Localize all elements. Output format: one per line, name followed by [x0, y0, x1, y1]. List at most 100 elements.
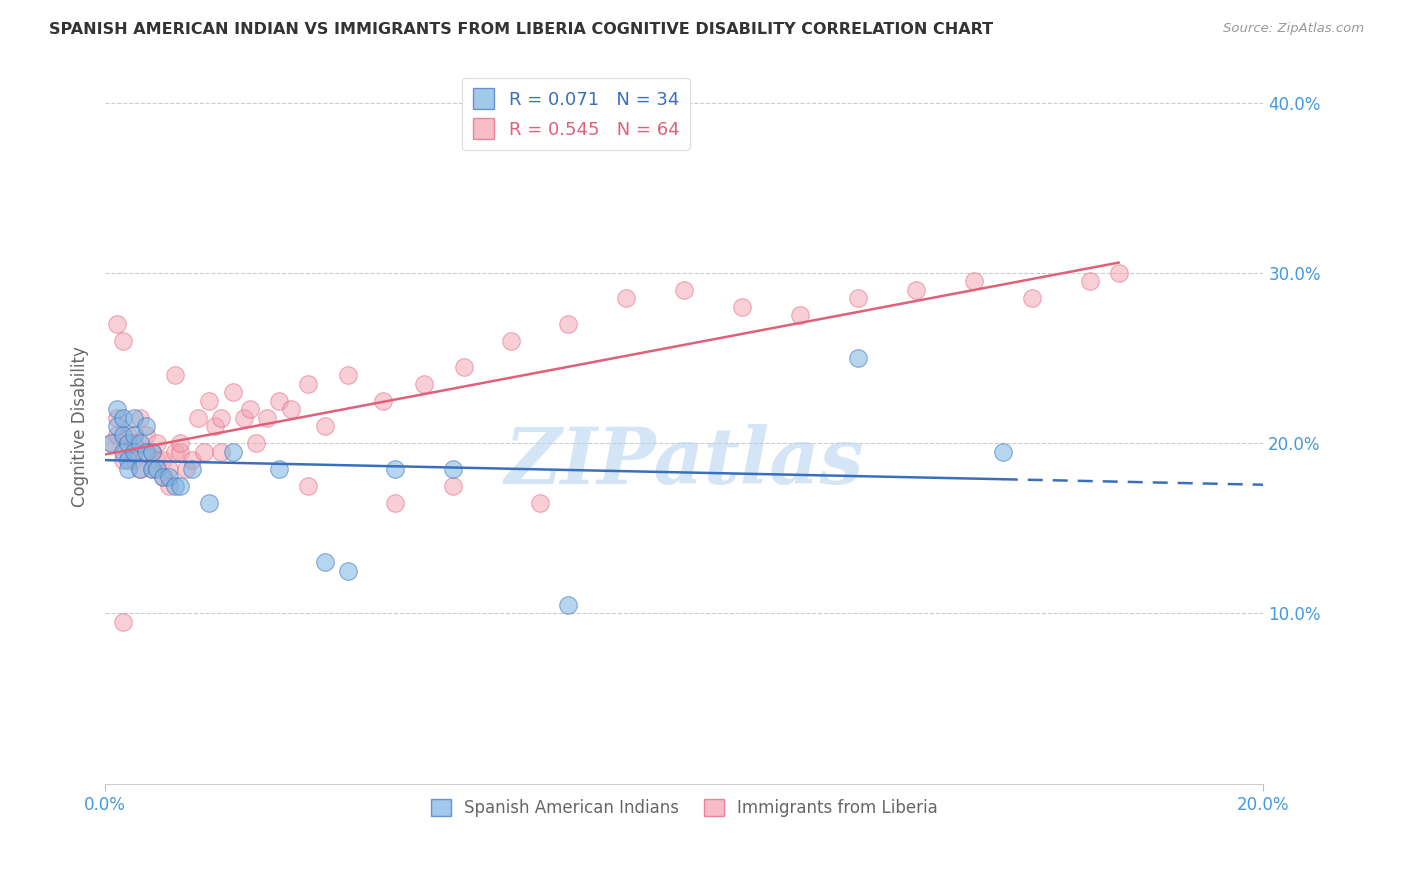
Point	[337, 368, 360, 382]
Point	[141, 461, 163, 475]
Point	[384, 461, 406, 475]
Point	[157, 470, 180, 484]
Point	[337, 564, 360, 578]
Legend: Spanish American Indians, Immigrants from Liberia: Spanish American Indians, Immigrants fro…	[422, 790, 946, 825]
Point	[111, 334, 134, 348]
Point	[122, 436, 145, 450]
Point	[146, 453, 169, 467]
Point	[239, 402, 262, 417]
Point	[157, 461, 180, 475]
Point	[441, 461, 464, 475]
Point	[141, 461, 163, 475]
Point	[1078, 274, 1101, 288]
Text: SPANISH AMERICAN INDIAN VS IMMIGRANTS FROM LIBERIA COGNITIVE DISABILITY CORRELAT: SPANISH AMERICAN INDIAN VS IMMIGRANTS FR…	[49, 22, 993, 37]
Point	[135, 444, 157, 458]
Point	[673, 283, 696, 297]
Point	[314, 555, 336, 569]
Point	[105, 317, 128, 331]
Point	[499, 334, 522, 348]
Point	[267, 461, 290, 475]
Point	[193, 444, 215, 458]
Point	[105, 419, 128, 434]
Point	[557, 598, 579, 612]
Point	[157, 479, 180, 493]
Point	[441, 479, 464, 493]
Point	[280, 402, 302, 417]
Point	[904, 283, 927, 297]
Point	[314, 419, 336, 434]
Point	[135, 419, 157, 434]
Point	[789, 309, 811, 323]
Point	[163, 368, 186, 382]
Point	[991, 444, 1014, 458]
Point	[731, 300, 754, 314]
Point	[141, 444, 163, 458]
Text: ZIPatlas: ZIPatlas	[505, 424, 863, 500]
Point	[412, 376, 434, 391]
Point	[453, 359, 475, 374]
Point	[163, 479, 186, 493]
Point	[614, 292, 637, 306]
Point	[152, 470, 174, 484]
Point	[117, 453, 139, 467]
Point	[100, 436, 122, 450]
Point	[117, 461, 139, 475]
Point	[152, 453, 174, 467]
Point	[100, 436, 122, 450]
Point	[256, 410, 278, 425]
Point	[963, 274, 986, 288]
Point	[181, 453, 204, 467]
Point	[373, 393, 395, 408]
Point	[267, 393, 290, 408]
Point	[111, 410, 134, 425]
Point	[221, 444, 243, 458]
Point	[141, 444, 163, 458]
Point	[198, 496, 221, 510]
Point	[245, 436, 267, 450]
Point	[169, 444, 191, 458]
Point	[846, 292, 869, 306]
Point	[187, 410, 209, 425]
Point	[105, 427, 128, 442]
Point	[557, 317, 579, 331]
Point	[105, 410, 128, 425]
Point	[221, 385, 243, 400]
Point	[384, 496, 406, 510]
Point	[111, 427, 134, 442]
Point	[152, 470, 174, 484]
Point	[117, 427, 139, 442]
Point	[209, 444, 232, 458]
Point	[117, 444, 139, 458]
Point	[111, 615, 134, 629]
Point	[122, 444, 145, 458]
Point	[146, 436, 169, 450]
Point	[198, 393, 221, 408]
Point	[169, 436, 191, 450]
Text: Source: ZipAtlas.com: Source: ZipAtlas.com	[1223, 22, 1364, 36]
Point	[174, 461, 197, 475]
Point	[129, 461, 152, 475]
Point	[122, 427, 145, 442]
Point	[1021, 292, 1043, 306]
Point	[209, 410, 232, 425]
Point	[105, 402, 128, 417]
Point	[135, 444, 157, 458]
Point	[117, 436, 139, 450]
Point	[233, 410, 256, 425]
Point	[122, 410, 145, 425]
Point	[204, 419, 226, 434]
Y-axis label: Cognitive Disability: Cognitive Disability	[72, 346, 89, 507]
Point	[529, 496, 551, 510]
Point	[297, 479, 319, 493]
Point	[122, 453, 145, 467]
Point	[297, 376, 319, 391]
Point	[163, 444, 186, 458]
Point	[846, 351, 869, 365]
Point	[135, 427, 157, 442]
Point	[111, 453, 134, 467]
Point	[169, 479, 191, 493]
Point	[129, 461, 152, 475]
Point	[181, 461, 204, 475]
Point	[129, 410, 152, 425]
Point	[111, 444, 134, 458]
